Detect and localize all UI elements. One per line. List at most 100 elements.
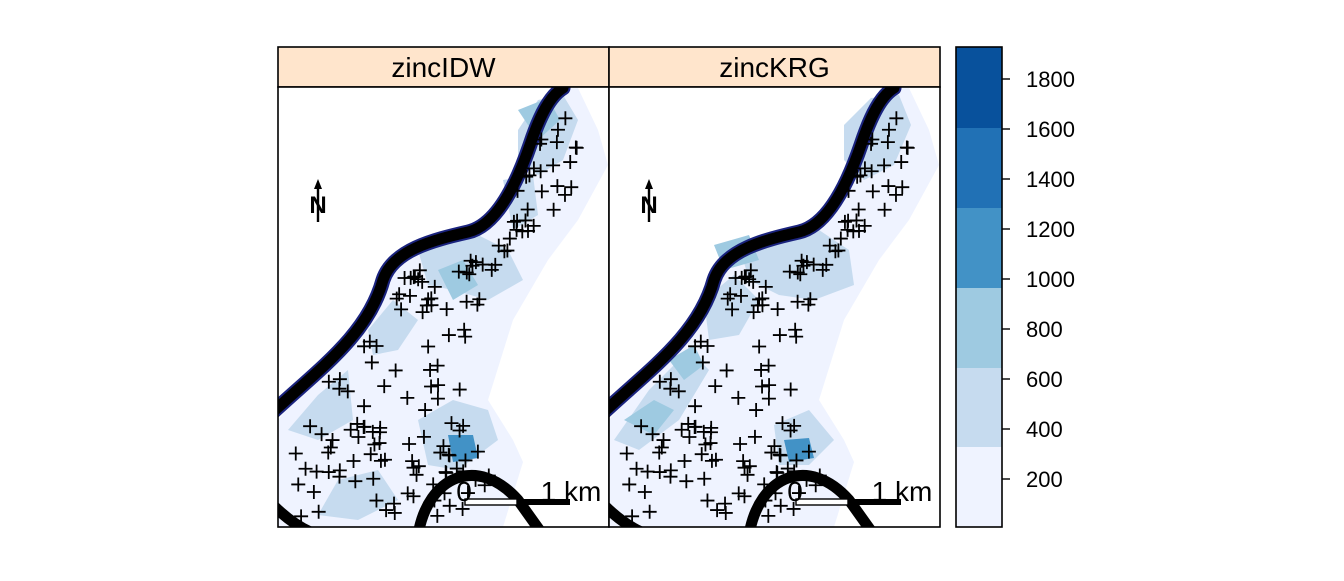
sample-point <box>743 263 758 278</box>
sample-point <box>421 339 436 354</box>
sample-point <box>791 486 806 501</box>
sample-point <box>725 302 740 317</box>
sample-point <box>348 474 363 489</box>
sample-point <box>497 244 512 259</box>
sample-point <box>369 493 384 508</box>
sample-point <box>379 503 394 518</box>
river <box>745 470 876 527</box>
sample-point <box>442 448 457 463</box>
sample-point <box>736 454 751 469</box>
sample-point <box>449 461 464 476</box>
sample-point <box>406 489 421 504</box>
sample-point <box>311 504 326 519</box>
legend-band <box>956 368 1002 447</box>
river <box>278 502 313 527</box>
sample-point <box>436 439 451 454</box>
legend-band <box>956 47 1002 128</box>
sample-point <box>533 164 548 179</box>
sample-point <box>397 270 412 285</box>
legend-band <box>956 288 1002 368</box>
sample-point <box>640 464 655 479</box>
legend-tick-label: 1600 <box>1026 117 1075 142</box>
sample-point <box>364 355 379 370</box>
sample-point <box>563 155 578 170</box>
sample-point <box>787 418 802 433</box>
sample-point <box>808 478 823 493</box>
sample-point <box>439 465 454 480</box>
sample-point <box>629 461 644 476</box>
sample-point <box>708 379 723 394</box>
sample-point <box>520 202 535 217</box>
sample-point <box>303 419 318 434</box>
sample-point <box>519 169 534 184</box>
sample-point <box>677 453 692 468</box>
sample-point <box>457 322 472 337</box>
map-area-zinckrg <box>609 87 940 527</box>
sample-point <box>894 155 909 170</box>
sample-point <box>770 302 785 317</box>
sample-point <box>366 471 381 486</box>
sample-point <box>502 231 517 246</box>
sample-point <box>468 255 483 270</box>
sample-point <box>433 445 448 460</box>
sample-point <box>306 485 321 500</box>
sample-point <box>406 460 421 475</box>
sample-point <box>761 358 776 373</box>
sample-point <box>394 302 409 317</box>
sample-point <box>697 471 712 486</box>
sample-point <box>752 292 767 307</box>
sample-point <box>752 339 767 354</box>
sample-point <box>462 267 477 282</box>
sample-point <box>427 493 442 508</box>
sample-point <box>558 111 573 126</box>
sample-point <box>663 469 678 484</box>
sample-point <box>550 179 565 194</box>
sample-point <box>846 224 861 239</box>
sample-point <box>864 164 879 179</box>
sample-point <box>682 429 697 444</box>
north-label: N <box>640 192 657 219</box>
sample-point <box>427 279 442 294</box>
sample-point <box>789 453 804 468</box>
sample-point <box>332 381 347 396</box>
sample-point <box>412 263 427 278</box>
sample-point <box>426 477 441 492</box>
sample-point <box>472 292 487 307</box>
sample-point <box>796 258 811 273</box>
sample-point <box>801 444 816 459</box>
sample-point <box>455 501 470 516</box>
sample-point <box>652 374 667 389</box>
sample-point <box>357 339 372 354</box>
sample-point <box>865 184 880 199</box>
value-zone <box>448 435 478 462</box>
sample-point <box>770 465 785 480</box>
sample-point <box>700 493 715 508</box>
sample-point <box>733 436 748 451</box>
sample-point <box>452 382 467 397</box>
sample-point <box>681 416 696 431</box>
sample-point <box>534 184 549 199</box>
north-arrow: N <box>640 179 658 222</box>
sample-point <box>415 274 430 289</box>
sample-point <box>881 179 896 194</box>
sample-point <box>346 453 361 468</box>
scalebar-start-label: 0 <box>456 476 472 507</box>
sample-point <box>815 262 830 277</box>
sample-point <box>459 265 474 280</box>
sample-point <box>747 429 762 444</box>
sample-point <box>656 433 671 448</box>
sample-point <box>718 496 733 511</box>
sample-point <box>851 202 866 217</box>
sample-point <box>441 328 456 343</box>
sample-point <box>750 298 765 313</box>
legend-band <box>956 208 1002 288</box>
sample-point <box>698 437 713 452</box>
sample-point <box>679 474 694 489</box>
sample-point <box>564 180 579 195</box>
sample-point <box>402 436 417 451</box>
sample-point <box>468 472 483 487</box>
sample-point <box>350 416 365 431</box>
sample-point <box>688 399 703 414</box>
sample-point <box>790 265 805 280</box>
sample-point <box>787 464 802 479</box>
